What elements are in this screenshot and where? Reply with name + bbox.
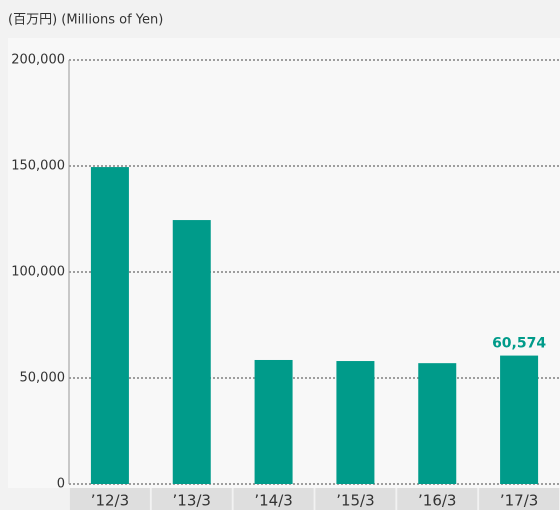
x-label-box [315,488,396,510]
bar [172,220,211,484]
x-tick-label: ’14/3 [254,492,292,510]
data-label: 60,574 [492,336,546,352]
x-tick-label: ’15/3 [336,492,374,510]
x-tick-label: ’12/3 [91,492,129,510]
x-label-box [69,488,150,510]
x-tick-label: ’17/3 [500,492,538,510]
y-tick-label: 150,000 [11,159,65,174]
x-label-box [151,488,232,510]
y-tick-label: 0 [57,477,65,492]
y-tick-label: 200,000 [11,53,65,68]
x-label-box [233,488,314,510]
bar [336,361,375,484]
bar [500,355,539,484]
chart-title: (百万円) (Millions of Yen) [8,13,163,28]
x-tick-label: ’16/3 [418,492,456,510]
bar [90,167,129,484]
y-tick-label: 50,000 [20,371,66,386]
x-tick-label: ’13/3 [173,492,211,510]
bar [418,363,457,484]
y-tick-label: 100,000 [11,265,65,280]
x-label-box [397,488,478,510]
bar [254,359,293,484]
x-label-box [479,488,560,510]
